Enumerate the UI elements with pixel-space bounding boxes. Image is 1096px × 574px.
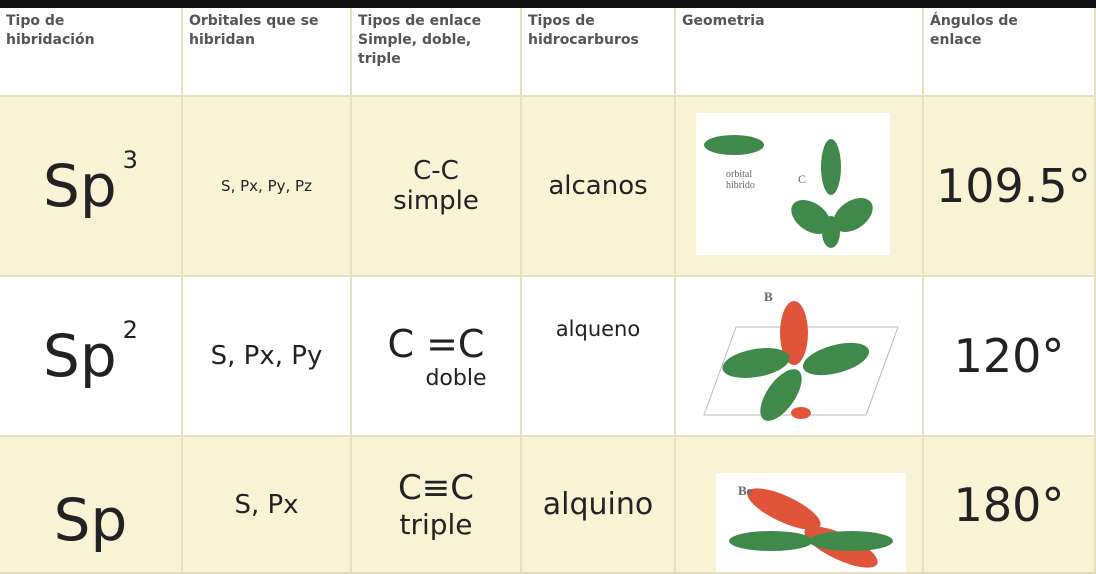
- hybrid: Sp: [43, 152, 117, 220]
- hybrid: Sp: [43, 322, 117, 390]
- hybrid-cell: Sp: [0, 437, 183, 574]
- bond-name: doble: [425, 365, 487, 391]
- geometry-label: B: [764, 289, 773, 304]
- orbitals: S, Px: [183, 437, 352, 574]
- bond-name: triple: [399, 508, 473, 541]
- geometry-image: B: [703, 289, 899, 421]
- hybrid: Sp: [53, 485, 128, 554]
- hydrocarbon: alquino: [522, 437, 676, 574]
- bond: C-C: [413, 156, 459, 186]
- header-cell: Ángulos de enlace: [924, 8, 1096, 97]
- orbitals: S, Px, Py, Pz: [183, 97, 352, 277]
- bond-cell: C =C doble: [352, 277, 522, 437]
- hydrocarbon: alcanos: [522, 97, 676, 277]
- header-cell: Geometria: [676, 8, 924, 97]
- hybrid-sup: 2: [122, 316, 138, 344]
- angle: 109.5°: [924, 97, 1096, 277]
- geometry-label: Be: [738, 483, 753, 498]
- angle: 180°: [924, 437, 1096, 574]
- hybrid-cell: Sp 2: [0, 277, 183, 437]
- hybrid-sup: 3: [122, 146, 138, 174]
- bond-name: simple: [393, 186, 479, 216]
- hydrocarbon: alqueno: [522, 277, 676, 437]
- hybrid-cell: Sp 3: [0, 97, 183, 277]
- geometry-image: orbital híbrido C: [696, 113, 890, 255]
- header-cell: Tipo de hibridación: [0, 8, 183, 97]
- geometry-label: orbital híbrido: [726, 169, 755, 191]
- angle: 120°: [924, 277, 1096, 437]
- header-cell: Orbitales que se hibridan: [183, 8, 352, 97]
- bond-cell: C-C simple: [352, 97, 522, 277]
- orbitals: S, Px, Py: [183, 277, 352, 437]
- bond-cell: C≡C triple: [352, 437, 522, 574]
- geometry-cell: orbital híbrido C: [676, 97, 924, 277]
- geometry-cell: Be: [676, 437, 924, 574]
- geometry-image: Be: [716, 473, 906, 572]
- header-cell: Tipos de hidrocarburos: [522, 8, 676, 97]
- header-cell: Tipos de enlace Simple, doble, triple: [352, 8, 522, 97]
- geometry-label: C: [798, 172, 806, 186]
- bond: C≡C: [398, 468, 474, 508]
- bond: C =C: [387, 321, 485, 366]
- geometry-cell: B: [676, 277, 924, 437]
